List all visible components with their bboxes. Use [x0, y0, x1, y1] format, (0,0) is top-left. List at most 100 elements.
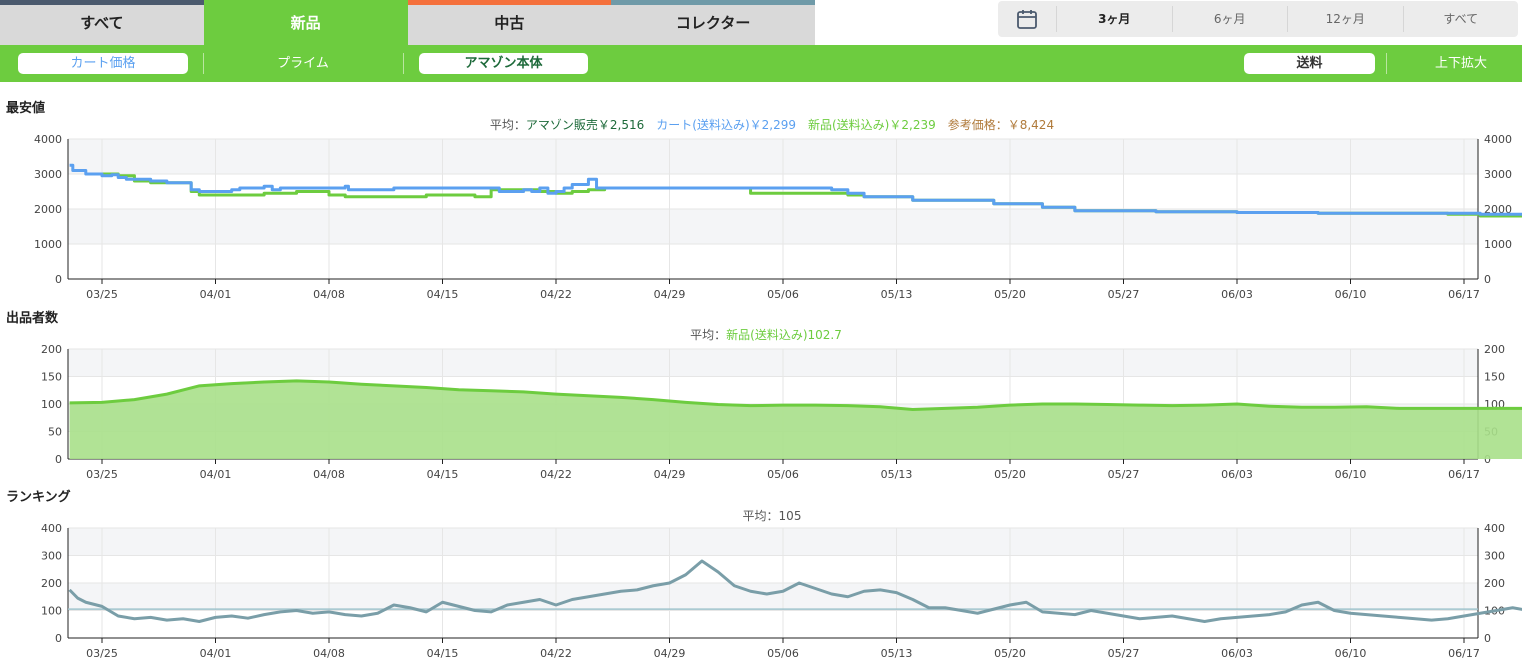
- tab-stripe: [611, 0, 815, 5]
- legend-prefix: 平均：: [690, 328, 726, 342]
- y-tick-right: 400: [1484, 522, 1505, 535]
- x-tick-label: 04/22: [540, 288, 572, 301]
- legend-entry: 平均：: [490, 118, 526, 132]
- sellers-chart: 平均：新品(送料込み)102.7005050100100150150200200…: [41, 327, 1522, 481]
- x-tick-label: 06/17: [1448, 288, 1480, 301]
- x-tick-label: 05/13: [881, 647, 913, 660]
- price-chart-title: 最安値: [6, 101, 46, 116]
- x-tick-label: 04/08: [313, 288, 345, 301]
- x-tick-label: 04/08: [313, 647, 345, 660]
- x-tick-label: 06/17: [1448, 468, 1480, 481]
- condition-tabs: すべて 新品 中古 コレクター: [0, 0, 815, 45]
- ranking-chart-title: ランキング: [6, 490, 71, 505]
- x-tick-label: 06/10: [1335, 288, 1367, 301]
- range-option-1[interactable]: 6ヶ月: [1171, 6, 1288, 32]
- x-tick-label: 04/22: [540, 468, 572, 481]
- sellers-average-legend: 平均：新品(送料込み)102.7: [690, 327, 842, 342]
- prime-toggle[interactable]: プライム: [277, 56, 329, 71]
- legend-entry: 新品(送料込み)￥2,239: [808, 117, 936, 132]
- tab-stripe: [0, 0, 204, 5]
- price-average-legend: 平均：アマゾン販売￥2,516 カート(送料込み)￥2,299 新品(送料込み)…: [490, 117, 1054, 132]
- x-tick-label: 05/06: [767, 288, 799, 301]
- tab-label: 新品: [290, 14, 321, 32]
- range-option-2[interactable]: 12ヶ月: [1287, 6, 1403, 32]
- x-tick-label: 06/10: [1335, 647, 1367, 660]
- y-tick-right: 4000: [1484, 133, 1512, 146]
- y-tick-right: 300: [1484, 550, 1505, 563]
- price-chart: 平均：アマゾン販売￥2,516 カート(送料込み)￥2,299 新品(送料込み)…: [34, 117, 1522, 301]
- y-tick-left: 3000: [34, 168, 62, 181]
- x-tick-label: 04/29: [654, 468, 686, 481]
- y-tick-left: 0: [55, 273, 62, 286]
- y-tick-left: 400: [41, 522, 62, 535]
- amazon-toggle[interactable]: アマゾン本体: [419, 53, 588, 74]
- calendar-icon[interactable]: [998, 1, 1056, 37]
- y-tick-right: 0: [1484, 632, 1491, 645]
- chart-toolbar: カート価格 プライム アマゾン本体 送料 上下拡大: [0, 45, 1522, 82]
- y-tick-right: 200: [1484, 343, 1505, 356]
- tab-label: 中古: [494, 14, 525, 32]
- y-tick-right: 3000: [1484, 168, 1512, 181]
- series-line-cart: [69, 163, 1522, 216]
- grid-band: [68, 349, 1478, 377]
- legend-entry: [936, 118, 948, 132]
- x-tick-label: 05/27: [1108, 468, 1140, 481]
- legend-entry: カート(送料込み)￥2,299: [656, 117, 796, 132]
- tab-1[interactable]: 新品: [203, 0, 408, 45]
- grid-band: [68, 583, 1478, 611]
- x-tick-label: 03/25: [86, 468, 118, 481]
- y-tick-left: 200: [41, 343, 62, 356]
- tab-label: コレクター: [675, 14, 751, 32]
- y-tick-left: 50: [48, 426, 62, 439]
- x-tick-label: 04/15: [427, 468, 459, 481]
- toolbar-divider: [1386, 53, 1387, 74]
- y-tick-left: 200: [41, 577, 62, 590]
- y-tick-right: 0: [1484, 453, 1491, 466]
- range-selector: 3ヶ月 6ヶ月 12ヶ月 すべて: [998, 1, 1518, 37]
- y-tick-right: 150: [1484, 371, 1505, 384]
- x-tick-label: 04/29: [654, 647, 686, 660]
- x-tick-label: 05/27: [1108, 288, 1140, 301]
- legend-entry: [644, 118, 656, 132]
- vertical-zoom-toggle[interactable]: 上下拡大: [1434, 56, 1487, 71]
- y-tick-left: 100: [41, 398, 62, 411]
- grid-band: [68, 139, 1478, 174]
- y-tick-left: 4000: [34, 133, 62, 146]
- y-tick-right: 0: [1484, 273, 1491, 286]
- toolbar-divider: [403, 53, 404, 74]
- tab-stripe: [407, 0, 612, 5]
- y-tick-right: 1000: [1484, 238, 1512, 251]
- y-tick-left: 2000: [34, 203, 62, 216]
- tab-3[interactable]: コレクター: [611, 0, 815, 45]
- y-tick-left: 100: [41, 605, 62, 618]
- x-tick-label: 06/17: [1448, 647, 1480, 660]
- tab-label: すべて: [80, 14, 124, 32]
- x-tick-label: 03/25: [86, 288, 118, 301]
- x-tick-label: 06/10: [1335, 468, 1367, 481]
- range-option-3[interactable]: すべて: [1402, 6, 1519, 32]
- x-tick-label: 06/03: [1221, 468, 1253, 481]
- tab-2[interactable]: 中古: [407, 0, 612, 45]
- x-tick-label: 05/13: [881, 468, 913, 481]
- shipping-toggle[interactable]: 送料: [1244, 53, 1375, 74]
- x-tick-label: 05/20: [994, 468, 1026, 481]
- sellers-chart-title: 出品者数: [6, 311, 59, 326]
- grid-band: [68, 528, 1478, 556]
- toolbar-divider: [203, 53, 204, 74]
- cart-price-toggle[interactable]: カート価格: [18, 53, 188, 74]
- y-tick-left: 0: [55, 632, 62, 645]
- x-tick-label: 04/22: [540, 647, 572, 660]
- legend-entry: 新品(送料込み)102.7: [726, 327, 842, 342]
- series-area-new: [69, 380, 1522, 459]
- y-tick-left: 1000: [34, 238, 62, 251]
- x-tick-label: 03/25: [86, 647, 118, 660]
- y-tick-left: 0: [55, 453, 62, 466]
- x-tick-label: 04/01: [200, 288, 232, 301]
- series-line-ranking: [68, 559, 1522, 623]
- range-option-0[interactable]: 3ヶ月: [1056, 6, 1172, 32]
- tab-0[interactable]: すべて: [0, 0, 204, 45]
- x-tick-label: 04/15: [427, 288, 459, 301]
- series-line-new: [69, 379, 1522, 412]
- x-tick-label: 04/29: [654, 288, 686, 301]
